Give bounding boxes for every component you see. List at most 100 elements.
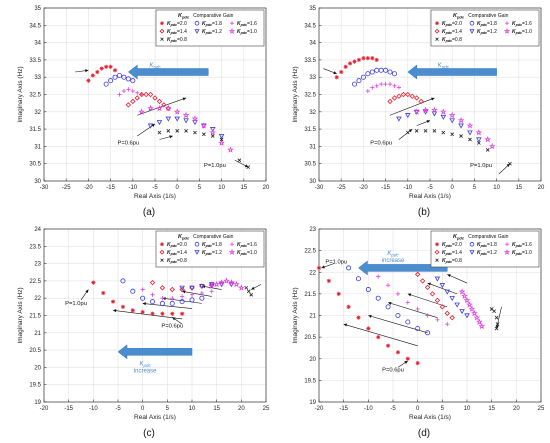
point-5-5 (233, 280, 240, 288)
point-6-7 (468, 137, 472, 142)
point-5-4 (228, 279, 235, 286)
legend-marker-3 (159, 28, 165, 34)
legend-title: Kpdc Comparative Gain (453, 13, 509, 19)
point-0-4 (104, 64, 109, 69)
point-3-7 (156, 98, 163, 105)
legend-marker-6 (435, 37, 439, 41)
panel-b: -30 -25 -20 -15 -10 -5 0 5 10 15 20 30 30.5 31 31.5 32 3… (275, 0, 550, 221)
point-6-4 (494, 326, 499, 331)
point-4-5 (440, 114, 447, 120)
y-tick-label-10: 35 (34, 6, 41, 12)
point-1-1 (356, 78, 362, 84)
x-tick-label-7: 5 (198, 185, 202, 191)
point-1-9 (391, 71, 397, 77)
point-6-3 (495, 322, 500, 327)
guide-arrow-head-8 (495, 325, 499, 329)
legend-entry-sub: pdc (170, 23, 177, 27)
point-6-2 (175, 128, 180, 133)
legend-box (155, 230, 265, 268)
point-2-5 (189, 292, 195, 297)
legend-entry-sub: pdc (240, 31, 247, 35)
point-2-3 (170, 296, 175, 301)
point-2-7 (445, 322, 450, 327)
guide-arrow-line-1 (389, 97, 435, 116)
point-1-2 (140, 295, 146, 301)
point-0-0 (91, 280, 96, 285)
point-2-5 (425, 313, 430, 318)
guide-arrow-head-6 (427, 282, 432, 286)
point-1-7 (383, 67, 389, 73)
point-2-2 (374, 83, 379, 88)
point-5-1 (147, 104, 154, 112)
point-5-2 (463, 296, 471, 304)
x-tick-label-9: 15 (515, 185, 522, 191)
panel-d: -20 -15 -10 -5 0 5 10 15 20 25 19 19.5 20 20.5 21 21.5 2… (275, 221, 550, 442)
annotation-increase-sub: pdc (441, 64, 450, 69)
point-1-3 (150, 299, 156, 305)
x-tick-label-9: 25 (263, 406, 270, 412)
annotation-1: P=0.6pu (382, 368, 404, 374)
y-tick-label-3: 20.5 (29, 348, 41, 354)
legend-entry-value: =0.8 (177, 258, 187, 264)
legend-entry-6: Kpdc=0.8 (442, 258, 462, 264)
point-1-1 (130, 288, 136, 294)
legend-title-sub: pdc (181, 14, 190, 19)
legend-title-rest: Comparative Gain (193, 234, 234, 240)
point-6-1 (492, 309, 496, 314)
point-0-4 (130, 308, 135, 313)
y-tick-label-6: 33 (34, 75, 41, 81)
legend-marker-5 (228, 27, 236, 34)
legend-entry-sub: pdc (445, 23, 452, 27)
legend-entry-value: =2.0 (177, 242, 187, 248)
point-6-0 (244, 285, 249, 290)
series-1 (120, 278, 205, 306)
legend-marker-3 (434, 28, 440, 34)
point-1-5 (125, 76, 131, 82)
point-5-5 (457, 116, 465, 124)
y-tick-label-1: 30.5 (29, 162, 41, 168)
y-tick-label-6: 33 (309, 75, 316, 81)
point-4-7 (458, 123, 464, 129)
y-tick-label-4: 21 (34, 331, 41, 337)
y-tick-label-4: 21 (309, 314, 316, 320)
legend-entry-value: =1.6 (522, 21, 532, 27)
legend-marker-5 (228, 248, 236, 255)
legend-marker-5 (503, 248, 511, 255)
point-1-4 (369, 69, 375, 75)
legend-entry-sub: pdc (445, 244, 452, 248)
legend-entry-k: K (237, 21, 241, 27)
point-0-9 (180, 311, 185, 316)
legend-entry-sub: pdc (515, 31, 522, 35)
y-axis-label: Imaginary Axis (Hz) (17, 66, 24, 122)
point-4-6 (449, 118, 455, 124)
point-2-2 (160, 296, 165, 301)
y-tick-label-9: 34.5 (29, 23, 41, 29)
series-3 (387, 91, 424, 105)
legend-title-k: K (178, 13, 183, 19)
legend-entry-value: =1.0 (522, 29, 532, 35)
point-3-6 (414, 95, 420, 101)
series-0 (86, 64, 118, 83)
point-5-3 (466, 301, 473, 308)
point-3-0 (387, 98, 393, 105)
point-1-0 (346, 265, 352, 271)
legend-title-rest: Comparative Gain (468, 234, 509, 240)
legend-entry-2: Kpdc=1.6 (237, 242, 257, 248)
increase-arrow (358, 260, 448, 276)
y-tick-label-9: 23.5 (29, 244, 41, 250)
x-axis-label: Real Axis (1/s) (409, 414, 451, 421)
legend-entry-sub: pdc (240, 244, 247, 248)
point-2-6 (199, 290, 204, 296)
legend-entry-k: K (202, 242, 206, 248)
annotation-increase-sub: pdc (390, 252, 399, 257)
legend-entry-5: Kpdc=1.0 (512, 29, 532, 35)
point-4-1 (156, 120, 163, 126)
point-5-6 (473, 314, 481, 321)
annotation-1: P=1.0pu (470, 163, 492, 169)
legend-entry-value: =1.8 (487, 21, 497, 27)
legend-marker-3 (159, 249, 165, 255)
guide-arrow-line-4 (162, 297, 202, 304)
point-4-0 (147, 123, 154, 129)
point-6-0 (405, 130, 410, 135)
point-3-2 (396, 93, 402, 99)
